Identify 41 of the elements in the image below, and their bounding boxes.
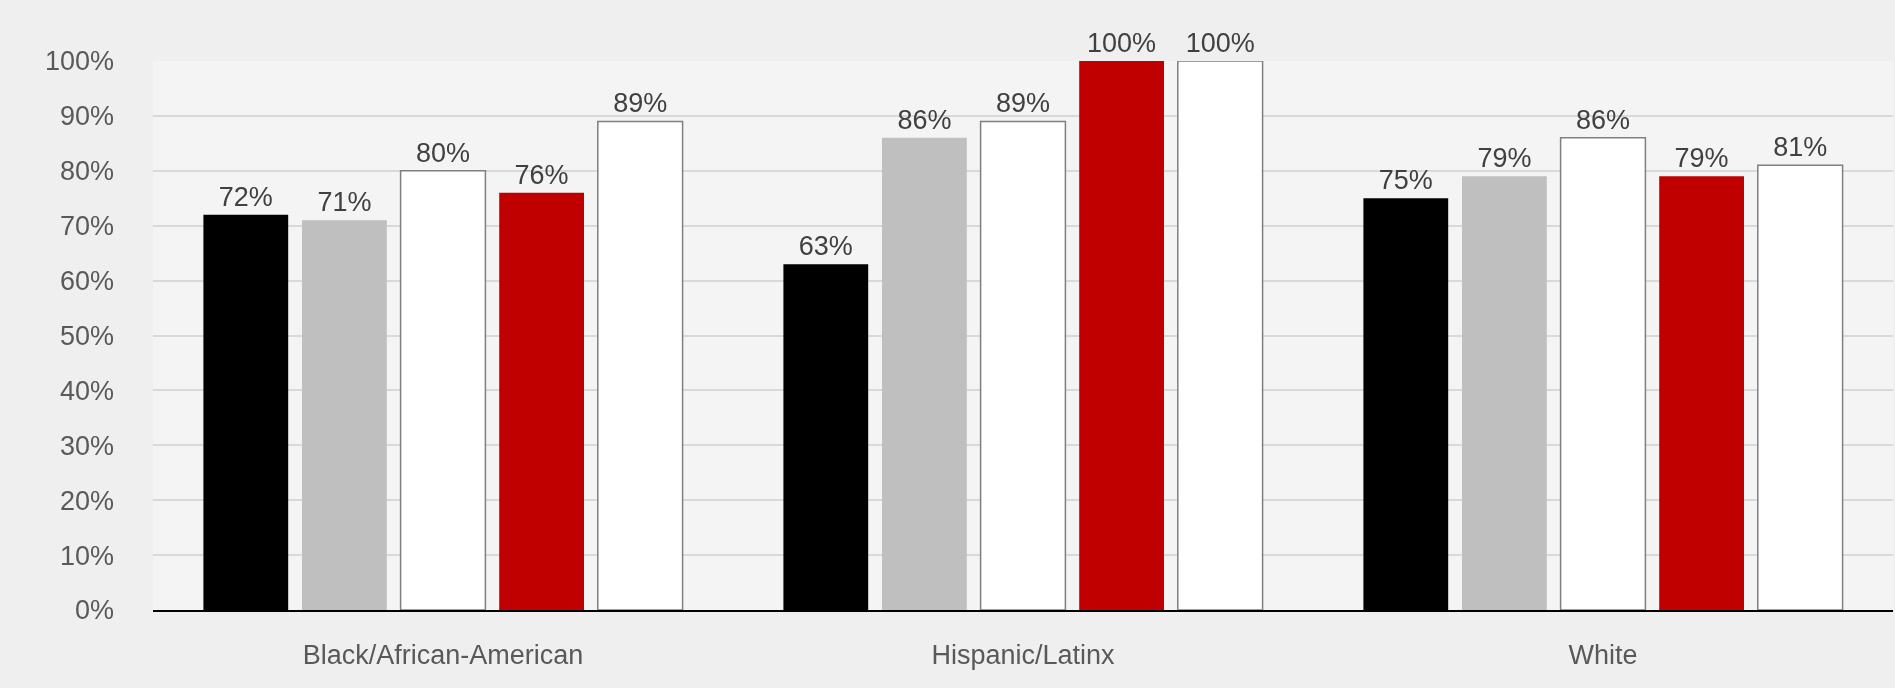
data-label: 79% [1477, 143, 1532, 174]
data-label: 86% [1575, 104, 1631, 135]
data-label: 100% [1087, 28, 1157, 58]
x-tick-label: Black/African-American [302, 640, 584, 671]
y-tick-label: 40% [59, 375, 114, 406]
bar [597, 120, 684, 610]
bar [979, 120, 1067, 610]
data-label: 80% [415, 137, 471, 168]
data-label: 75% [1378, 165, 1433, 196]
data-label: 89% [995, 88, 1051, 119]
bar [1559, 137, 1647, 610]
y-tick-label: 30% [59, 430, 114, 461]
bar [1462, 176, 1547, 610]
y-tick-label: 60% [59, 266, 114, 297]
y-tick-label: 90% [59, 101, 114, 132]
bar [399, 170, 487, 610]
y-tick-label: 80% [59, 156, 114, 187]
bar [302, 220, 387, 610]
bar [499, 192, 584, 610]
y-tick-label: 50% [59, 320, 114, 351]
bar [1177, 61, 1264, 610]
data-label: 71% [317, 187, 372, 218]
data-label: 100% [1185, 28, 1255, 58]
data-label: 79% [1674, 143, 1729, 174]
x-tick-label: White [1568, 640, 1638, 671]
bar [1659, 176, 1744, 610]
data-label: 81% [1773, 132, 1828, 163]
x-tick-label: Hispanic/Latinx [931, 640, 1116, 671]
bar [1079, 61, 1164, 610]
y-tick-label: 0% [74, 595, 114, 626]
data-label: 63% [798, 231, 853, 262]
data-label: 76% [514, 159, 569, 190]
y-tick-label: 100% [44, 46, 114, 77]
bar [882, 137, 967, 610]
bar [1757, 164, 1844, 610]
data-label: 89% [613, 88, 668, 119]
data-label: 86% [897, 104, 952, 135]
y-tick-label: 10% [59, 540, 114, 571]
y-tick-label: 70% [59, 211, 114, 242]
y-tick-label: 20% [59, 485, 114, 516]
data-label: 72% [218, 181, 273, 212]
